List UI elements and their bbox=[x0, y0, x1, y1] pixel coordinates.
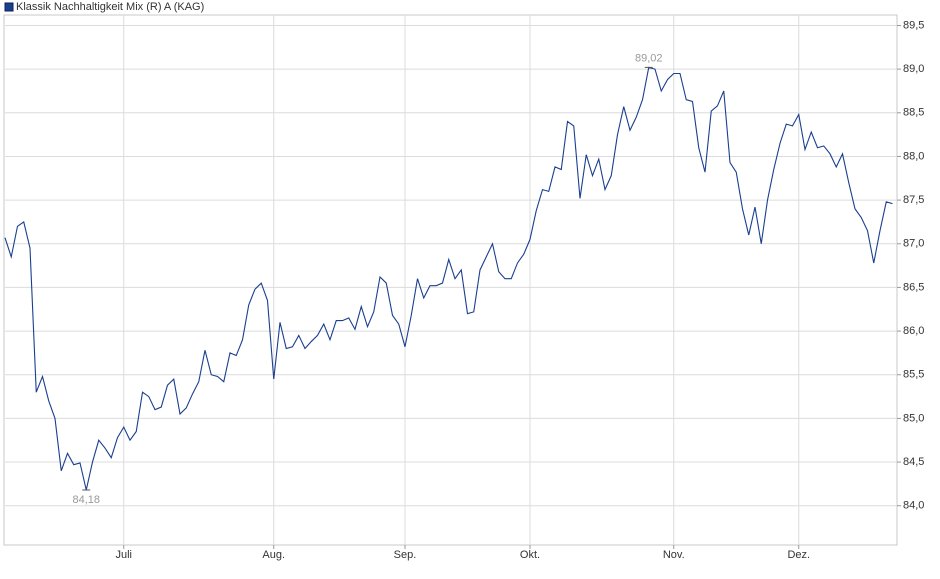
legend-marker bbox=[4, 2, 14, 12]
legend-label: Klassik Nachhaltigkeit Mix (R) A (KAG) bbox=[16, 1, 204, 13]
x-tick-label: Okt. bbox=[520, 549, 540, 561]
price-line bbox=[4, 66, 893, 491]
plot-frame bbox=[3, 14, 898, 546]
y-tick-label: 89,0 bbox=[903, 63, 924, 75]
x-tick-label: Nov. bbox=[663, 549, 685, 561]
y-tick-label: 87,5 bbox=[903, 194, 924, 206]
y-tick-label: 89,5 bbox=[903, 19, 924, 31]
y-tick-label: 88,0 bbox=[903, 150, 924, 162]
x-tick-label: Dez. bbox=[787, 549, 810, 561]
y-tick-label: 84,5 bbox=[903, 456, 924, 468]
x-tick-label: Juli bbox=[115, 549, 132, 561]
x-tick-label: Aug. bbox=[262, 549, 285, 561]
y-tick-label: 85,5 bbox=[903, 369, 924, 381]
x-tick-label: Sep. bbox=[394, 549, 417, 561]
y-tick-label: 84,0 bbox=[903, 500, 924, 512]
y-tick-label: 85,0 bbox=[903, 412, 924, 424]
y-tick-label: 88,5 bbox=[903, 107, 924, 119]
y-tick-label: 87,0 bbox=[903, 238, 924, 250]
value-label: 84,18 bbox=[72, 494, 100, 506]
y-tick-label: 86,0 bbox=[903, 325, 924, 337]
y-tick-label: 86,5 bbox=[903, 281, 924, 293]
value-label: 89,02 bbox=[635, 52, 663, 64]
